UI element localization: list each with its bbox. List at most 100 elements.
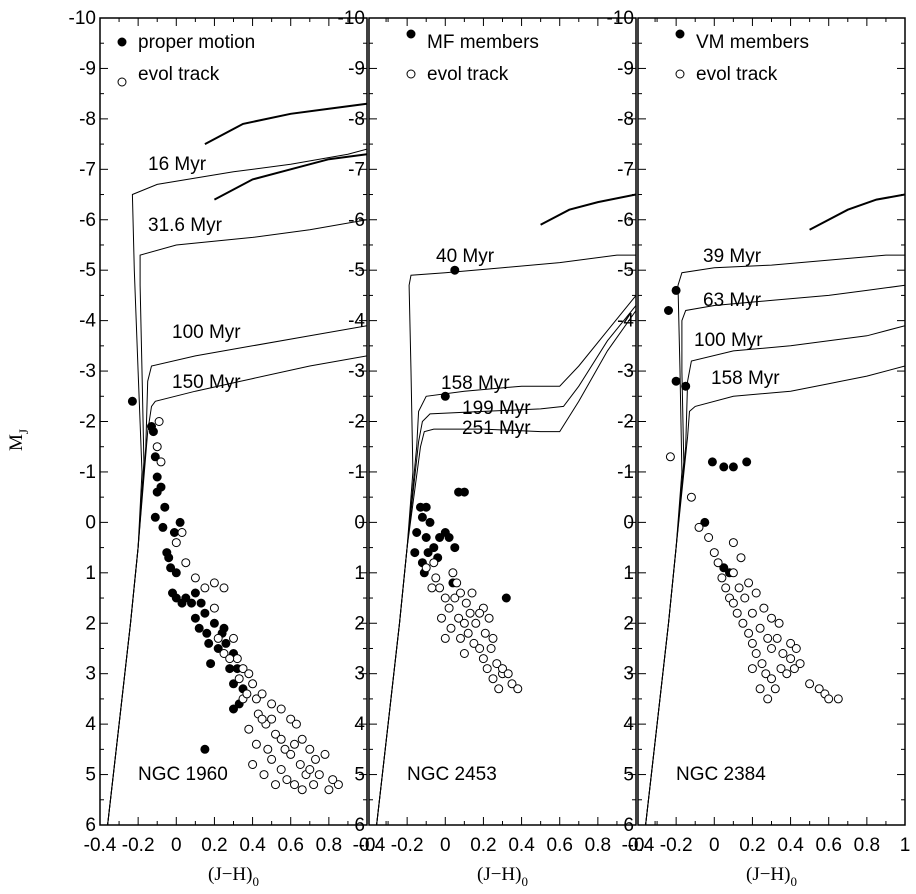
data-point-open [747,638,757,648]
x-tick-label: 0 [171,835,182,856]
data-point-filled [158,522,168,532]
data-point-filled [700,517,710,527]
data-point-open [171,538,181,548]
y-tick-label: 5 [354,765,365,786]
data-point-open [789,664,799,674]
x-tick-label: 0.6 [278,835,304,856]
data-point-filled [728,462,738,472]
data-point-open [492,659,502,669]
data-point-open [732,608,742,618]
y-tick-label: 5 [623,765,634,786]
data-point-open [291,719,301,729]
isochrone-label: 16 Myr [148,154,207,175]
data-point-filled [169,528,179,537]
y-tick-label: -3 [617,361,634,382]
x-tick-label: 0 [440,835,451,856]
data-point-open [225,654,235,664]
isochrone-line [645,254,905,825]
data-point-open [271,780,280,790]
data-point-open [507,679,517,689]
data-point-filled [719,563,729,573]
data-point-open [282,775,292,785]
data-point-open [503,669,513,679]
data-point-open [200,583,210,593]
data-point-filled [421,502,431,512]
data-point-open [761,669,771,679]
evolution-track [204,102,367,145]
data-point-open [791,644,801,653]
legend-label: VM members [696,32,809,53]
data-point-open [440,633,450,643]
data-point-filled [152,472,162,482]
data-point-open [431,573,441,583]
isochrone-label: 40 Myr [436,246,495,267]
data-point-filled [194,623,204,633]
x-tick-label: -0.2 [660,835,693,856]
data-point-open [267,754,277,764]
data-point-open [234,674,244,684]
data-point-filled [171,568,181,578]
isochrone-line [107,355,367,825]
isochrone-label: 158 Myr [441,373,510,394]
data-point-open [286,749,296,759]
data-point-open [267,714,277,724]
data-point-open [814,684,824,694]
data-point-filled [421,533,431,542]
x-axis-title: (J−H)0 [746,864,797,889]
data-point-filled [435,533,445,542]
data-point-open [244,669,254,679]
data-point-filled [221,638,231,648]
data-point-open [276,765,286,774]
data-point-open [311,754,320,764]
data-point-open [232,654,242,664]
data-point-open [786,654,796,664]
isochrone-label: 63 Myr [703,290,762,311]
data-point-filled [229,704,238,714]
isochrone-line [645,284,905,825]
y-tick-label: 3 [623,664,634,685]
y-tick-label: 5 [85,765,96,786]
data-point-open [456,633,465,643]
legend-open-marker [406,69,416,79]
data-point-open [767,644,776,653]
y-tick-label: 2 [85,613,96,634]
data-point-open [774,618,784,628]
data-point-open [686,492,696,502]
data-point-open [190,573,200,583]
y-tick-label: -7 [79,159,96,180]
data-point-open [448,568,458,578]
legend-filled-marker [406,29,416,39]
evolution-track [540,193,636,226]
data-point-filled [190,588,200,598]
data-point-open [297,785,307,795]
legend-label: MF members [427,32,539,53]
cluster-name: NGC 1960 [138,764,228,785]
y-tick-label: 0 [85,512,96,533]
plot-frame [637,17,906,826]
data-point-filled [196,598,206,608]
legend-label: evol track [696,64,778,85]
y-tick-label: 1 [623,563,634,584]
data-point-open [763,633,773,643]
data-point-filled [671,285,681,295]
y-tick-label: -4 [79,311,96,332]
data-point-open [333,780,343,790]
evolution-track [809,193,905,231]
data-point-open [751,588,761,598]
x-tick-label: -0.4 [353,835,386,856]
data-point-open [494,684,504,694]
data-point-open [478,654,488,664]
data-point-open [290,739,299,749]
data-point-open [244,724,254,734]
y-tick-label: -3 [79,361,96,382]
data-point-open [238,664,248,674]
data-point-open [513,684,523,694]
y-tick-label: -5 [617,260,634,281]
data-point-open [213,633,223,643]
data-point-open [763,694,773,704]
data-point-open [747,664,757,674]
x-tick-label: 0.4 [508,835,535,856]
